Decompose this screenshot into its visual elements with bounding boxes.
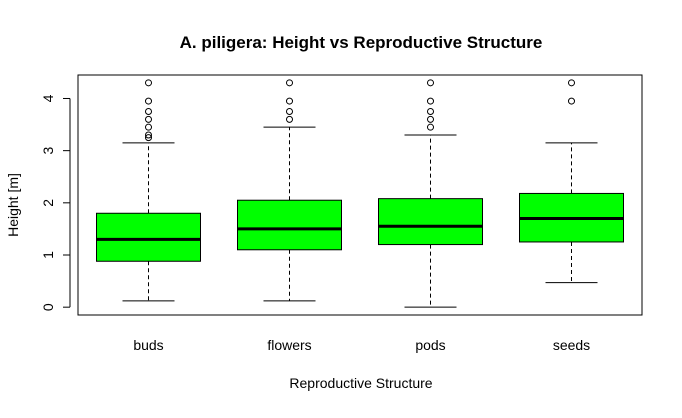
- outlier-point: [145, 123, 152, 131]
- outlier-point: [427, 97, 434, 105]
- chart-marks: 0 1 2 3 4 buds flowers pods seeds: [40, 79, 624, 353]
- outlier-point: [427, 123, 434, 131]
- outlier-point: [427, 108, 434, 116]
- outlier-point: [145, 108, 152, 116]
- x-axis-label: Reproductive Structure: [289, 375, 432, 391]
- outlier-point: [145, 134, 152, 142]
- outlier-point: [286, 79, 293, 87]
- outlier-point: [145, 115, 152, 123]
- outlier-point: [286, 97, 293, 105]
- x-tick-label: buds: [133, 337, 163, 353]
- box-flowers: [237, 199, 342, 251]
- y-tick-label: 0: [40, 303, 56, 311]
- y-tick-label: 3: [40, 147, 56, 155]
- outlier-point: [568, 97, 575, 105]
- plot-frame: [77, 74, 643, 316]
- y-axis-label: Height [m]: [5, 173, 21, 237]
- outlier-point: [145, 97, 152, 105]
- outlier-point: [145, 79, 152, 87]
- y-tick-label: 2: [40, 199, 56, 207]
- y-tick-label: 1: [40, 251, 56, 259]
- box-pods: [378, 198, 483, 246]
- outlier-point: [568, 79, 575, 87]
- box-buds: [96, 212, 201, 262]
- x-tick-label: flowers: [267, 337, 311, 353]
- x-tick-label: pods: [415, 337, 445, 353]
- outlier-point: [427, 115, 434, 123]
- outlier-point: [427, 79, 434, 87]
- outlier-point: [286, 115, 293, 123]
- outlier-point: [286, 108, 293, 116]
- x-tick-label: seeds: [553, 337, 590, 353]
- y-tick-label: 4: [40, 94, 56, 102]
- outlier-point: [145, 131, 152, 139]
- chart-title: A. piligera: Height vs Reproductive Stru…: [180, 33, 543, 52]
